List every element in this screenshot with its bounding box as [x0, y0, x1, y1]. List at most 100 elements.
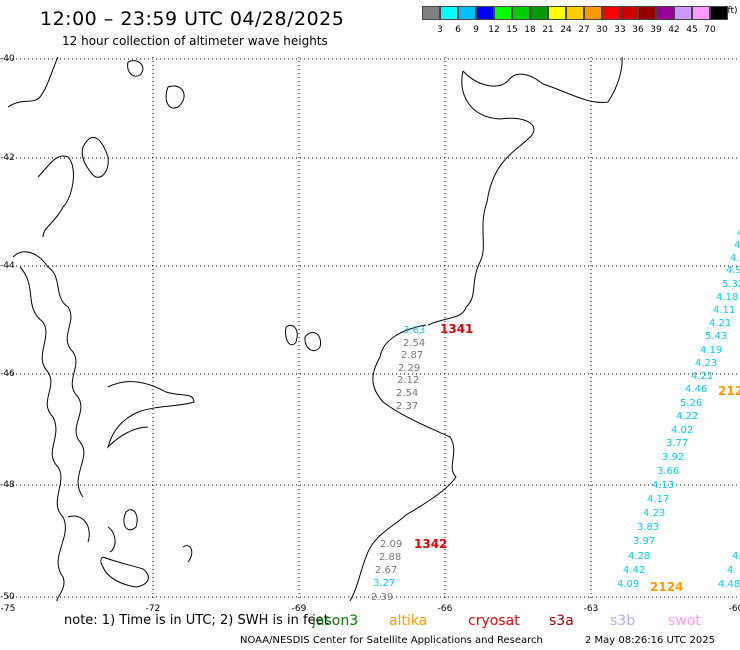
wave-height-map: [8, 57, 740, 601]
satellite-s3a: s3a: [549, 613, 574, 629]
longitude-label: -63: [583, 604, 599, 614]
wave-height-value: 4.: [734, 240, 740, 251]
coastline: [8, 57, 623, 601]
color-swatch: [584, 6, 602, 20]
color-legend-label: 36: [632, 25, 644, 35]
wave-height-value: 4.28: [628, 551, 651, 562]
wave-height-value: 2.12: [397, 375, 420, 386]
longitude-label: -60: [728, 604, 740, 614]
wave-height-value: 4.13: [652, 480, 675, 491]
color-legend-label: 33: [614, 25, 626, 35]
color-legend-label: 30: [596, 25, 608, 35]
color-swatch: [530, 6, 548, 20]
color-swatch: [602, 6, 620, 20]
wave-height-value: 4.9: [726, 265, 740, 276]
latitude-label: -50: [0, 592, 15, 602]
satellite-cryosat: cryosat: [468, 613, 520, 629]
wave-height-value: 3.97: [633, 536, 656, 547]
wave-height-value: 2.09: [380, 539, 403, 550]
satellite-s3b: s3b: [610, 613, 636, 629]
wave-height-value: 5.26: [680, 398, 703, 409]
wave-height-value: 4.23: [695, 358, 718, 369]
latitude-label: -42: [0, 153, 15, 163]
wave-height-value: 4.: [732, 551, 740, 562]
color-swatch: [656, 6, 674, 20]
satellite-jason3: jason3: [312, 613, 359, 629]
color-legend-unit: (ft): [724, 6, 738, 16]
color-legend-label: 24: [560, 25, 572, 35]
wave-height-value: 4.22: [676, 411, 699, 422]
latitude-label: -48: [0, 480, 15, 490]
wave-height-value: 4.: [727, 565, 737, 576]
wave-height-value: 2.54: [403, 338, 426, 349]
wave-height-value: 4.21: [709, 318, 732, 329]
color-swatch: [710, 6, 728, 20]
wave-height-value: 2.87: [401, 350, 424, 361]
wave-height-value: 2.37: [396, 401, 419, 412]
wave-height-value: 2.54: [396, 388, 419, 399]
pass-number: 2124: [650, 580, 684, 594]
wave-height-value: 4.19: [700, 345, 723, 356]
color-legend-label: 27: [578, 25, 590, 35]
color-swatch: [476, 6, 494, 20]
wave-height-value: 3.66: [657, 466, 680, 477]
wave-height-value: 3.77: [666, 438, 689, 449]
color-swatch: [494, 6, 512, 20]
wave-height-value: 5.43: [705, 331, 728, 342]
color-legend: 3 6 9 12 15 18 21 24 27 30 33 36 39 42 45 70 (ft): [422, 6, 738, 35]
wave-height-value: 4.23: [643, 508, 666, 519]
wave-height-value: 2.29: [398, 363, 421, 374]
wave-height-value: 2.67: [375, 565, 398, 576]
satellite-swot: swot: [668, 613, 701, 629]
color-swatch: [440, 6, 458, 20]
color-swatch: [692, 6, 710, 20]
wave-height-value: 3.92: [662, 452, 685, 463]
wave-height-value: 4.09: [617, 579, 640, 590]
footer-org: NOAA/NESDIS Center for Satellite Applica…: [240, 635, 543, 646]
latitude-label: -46: [0, 369, 15, 379]
pass-number: 1341: [440, 322, 474, 336]
wave-height-value: 4.02: [671, 425, 694, 436]
wave-height-value: 4.: [730, 253, 740, 264]
wave-height-value: 4.18: [716, 292, 739, 303]
satellite-altika: altika: [389, 613, 428, 629]
latitude-label: -44: [0, 261, 15, 271]
wave-height-value: 4.: [737, 228, 740, 239]
color-swatch: [512, 6, 530, 20]
color-swatch: [620, 6, 638, 20]
color-legend-label: 18: [524, 25, 536, 35]
graticule: [8, 57, 740, 601]
pass-number: 2124: [718, 384, 740, 398]
color-legend-label: 3: [437, 25, 443, 35]
color-swatch: [422, 6, 440, 20]
longitude-label: -69: [291, 604, 307, 614]
wave-height-value: 2.88: [379, 552, 402, 563]
map-canvas: [8, 57, 740, 601]
color-legend-label: 6: [455, 25, 461, 35]
wave-height-value: 4.42: [623, 565, 646, 576]
color-swatch: [638, 6, 656, 20]
color-swatch: [566, 6, 584, 20]
page-title: 12:00 – 23:59 UTC 04/28/2025: [40, 8, 345, 30]
wave-height-value: 5.32: [722, 279, 740, 290]
wave-height-value: 2.39: [371, 592, 394, 603]
color-legend-label: 12: [488, 25, 500, 35]
color-legend-label: 9: [473, 25, 479, 35]
color-swatch: [458, 6, 476, 20]
longitude-label: -75: [0, 604, 16, 614]
wave-height-value: 4.17: [647, 494, 670, 505]
color-legend-label: 45: [686, 25, 698, 35]
longitude-label: -72: [145, 604, 161, 614]
longitude-label: -66: [437, 604, 453, 614]
color-legend-label: 21: [542, 25, 554, 35]
color-swatch: [674, 6, 692, 20]
wave-height-value: 3.63: [403, 325, 426, 336]
color-legend-label: 15: [506, 25, 518, 35]
wave-height-value: 4.48: [718, 579, 740, 590]
wave-height-value: 3.27: [373, 578, 396, 589]
wave-height-value: 4.21: [691, 371, 714, 382]
latitude-label: -40: [0, 54, 15, 64]
page-subtitle: 12 hour collection of altimeter wave hei…: [62, 34, 328, 48]
footer-timestamp: 2 May 08:26:16 UTC 2025: [585, 635, 715, 646]
wave-height-value: 3.83: [637, 522, 660, 533]
